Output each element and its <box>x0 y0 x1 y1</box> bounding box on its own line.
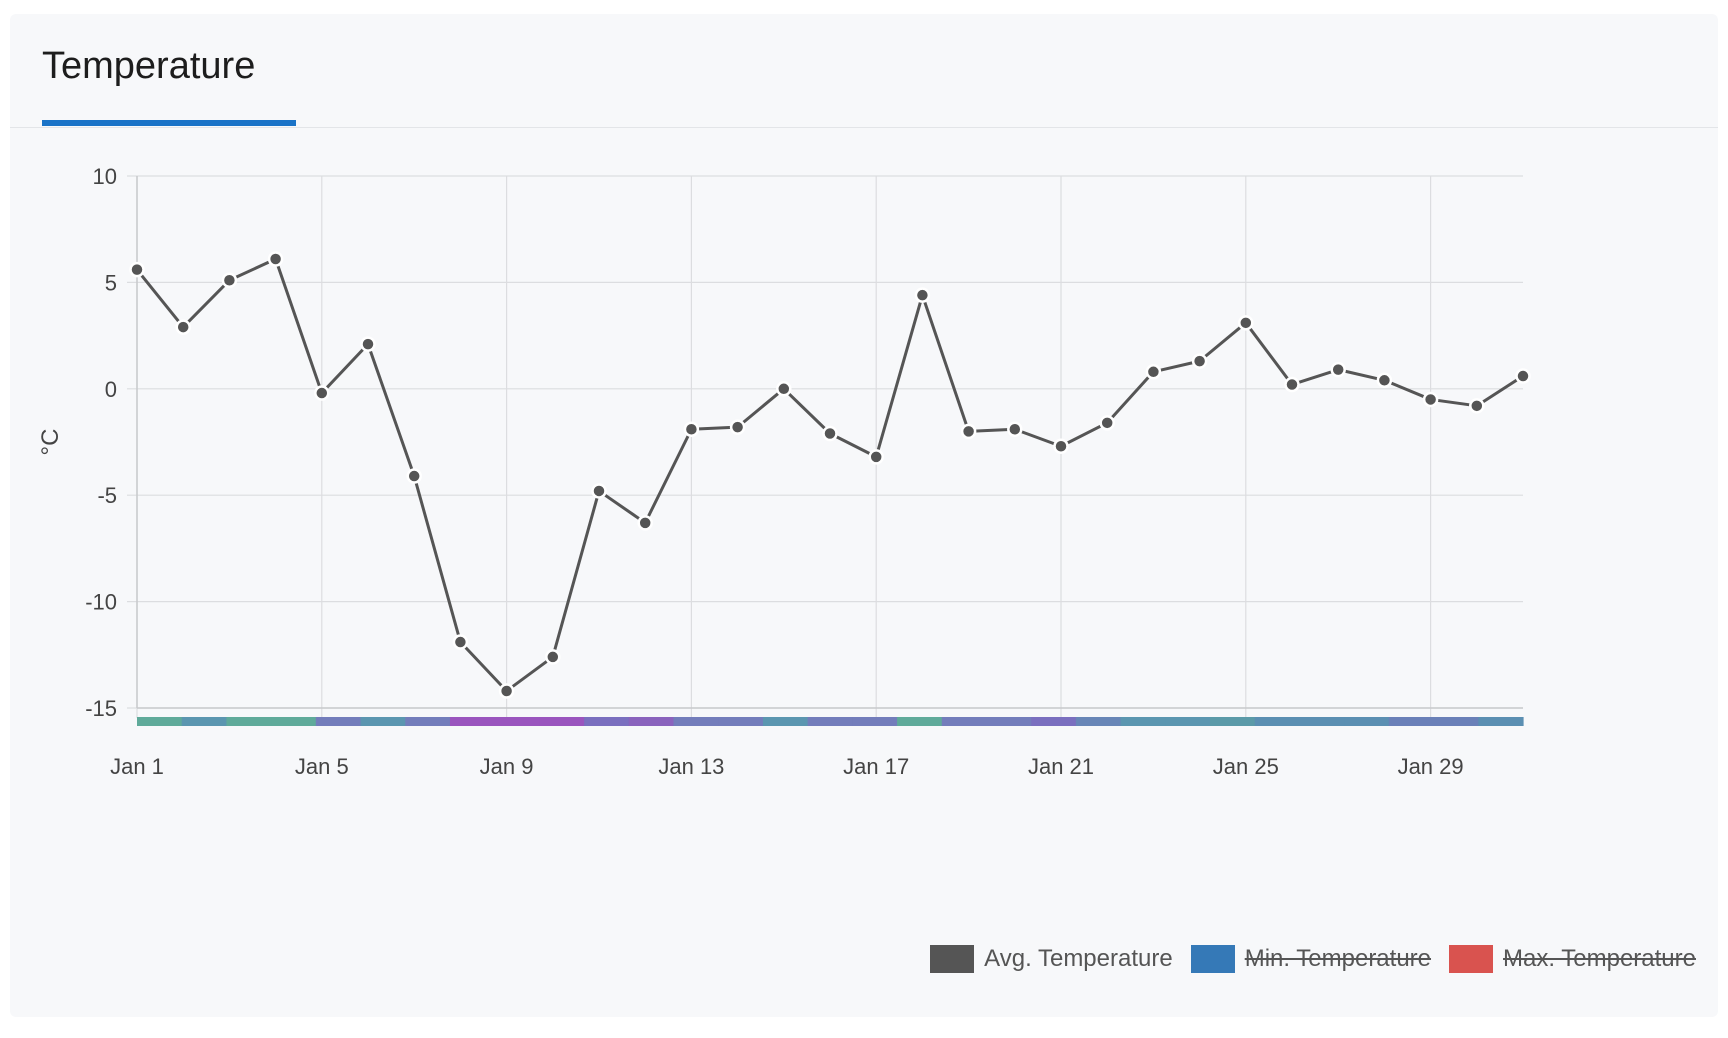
color-strip-segment <box>941 717 988 726</box>
color-strip-segment <box>360 717 406 726</box>
data-point <box>314 385 330 401</box>
color-strip-segment <box>1165 717 1211 726</box>
color-strip-segment <box>718 717 764 726</box>
data-point <box>591 483 607 499</box>
x-tick-label: Jan 5 <box>295 754 349 779</box>
color-strip-segment <box>1433 717 1479 726</box>
color-strip-segment <box>1388 717 1435 726</box>
color-strip-segment <box>1299 717 1345 726</box>
data-point <box>914 287 931 303</box>
legend: Avg. Temperature Min. Temperature Max. Tem… <box>912 939 1696 979</box>
data-point <box>1422 391 1439 408</box>
data-point <box>452 634 469 650</box>
x-tick-label: Jan 9 <box>480 754 534 779</box>
tab-bar: Temperature <box>10 14 1718 128</box>
color-strip-segment <box>628 717 675 726</box>
data-point <box>221 272 238 289</box>
y-tick-label: -5 <box>97 483 117 508</box>
x-tick-label: Jan 1 <box>110 754 164 779</box>
y-axis-label: °C <box>37 429 64 456</box>
legend-swatch <box>930 945 975 973</box>
color-strip-segment <box>1478 717 1524 726</box>
y-tick-label: 10 <box>93 164 117 189</box>
data-point <box>1191 353 1208 369</box>
data-point <box>1238 315 1254 331</box>
x-tick-label: Jan 17 <box>843 754 909 779</box>
color-strip-segment <box>181 717 228 726</box>
color-strip-segment <box>405 717 451 726</box>
color-strip-segment <box>897 717 943 726</box>
data-point <box>1376 372 1393 389</box>
legend-label: Min. Temperature <box>1244 945 1432 972</box>
color-strip-segment <box>1344 717 1390 726</box>
color-strip-segment <box>762 717 809 726</box>
color-strip-segment <box>1210 717 1256 726</box>
tab-label: Temperature <box>42 45 256 87</box>
color-strip-segment <box>137 717 183 726</box>
y-tick-label: -15 <box>85 696 117 721</box>
series-line <box>135 257 1524 693</box>
color-strip-segment <box>1075 717 1122 726</box>
data-point <box>1145 364 1162 380</box>
color-strip-segment <box>807 717 853 726</box>
data-point <box>406 468 422 484</box>
data-point <box>1515 368 1531 384</box>
color-strip-segment <box>226 717 272 726</box>
data-point <box>1330 361 1346 378</box>
data-point <box>545 649 561 665</box>
color-strip-segment <box>584 717 630 726</box>
y-tick-label: 0 <box>105 377 117 402</box>
x-tick-label: Jan 25 <box>1213 754 1279 779</box>
color-strip-segment <box>539 717 585 726</box>
y-axis-ticks: 10 5 0 -5 -10 -15 <box>85 164 117 721</box>
legend-label: Avg. Temperature <box>984 945 1173 972</box>
data-point <box>129 261 145 278</box>
color-strip-segment <box>315 717 362 726</box>
data-point <box>1007 421 1023 437</box>
data-point <box>776 381 792 397</box>
color-strip-segment <box>271 717 317 726</box>
data-point <box>267 251 284 267</box>
legend-swatch <box>1190 945 1235 973</box>
temperature-color-strip <box>137 717 1524 726</box>
data-point <box>729 419 746 435</box>
data-point <box>1284 376 1300 393</box>
color-strip-segment <box>673 717 719 726</box>
x-tick-label: Jan 29 <box>1398 754 1464 779</box>
x-tick-label: Jan 13 <box>658 754 724 779</box>
data-point <box>1469 398 1485 414</box>
data-point <box>175 319 191 335</box>
temperature-chart: 10 5 0 -5 -10 -15 Jan 1 Jan 5 Jan 9 Jan 13 Jan 17… <box>37 164 1531 779</box>
data-point <box>360 336 376 352</box>
data-point <box>683 421 700 437</box>
data-point <box>1053 438 1069 455</box>
x-tick-label: Jan 21 <box>1028 754 1094 779</box>
active-tab-indicator <box>42 120 296 126</box>
color-strip-segment <box>1031 717 1077 726</box>
legend-item[interactable]: Min. Temperature <box>1190 945 1432 973</box>
data-point <box>1099 415 1115 431</box>
color-strip-segment <box>1254 717 1301 726</box>
data-point <box>498 683 515 699</box>
data-point <box>637 515 653 531</box>
y-tick-label: 5 <box>105 270 117 295</box>
legend-item[interactable]: Avg. Temperature <box>930 945 1173 973</box>
temperature-card: Temperature 10 5 0 -5 -10 -15 Jan 1 Jan 5 Jan 9… <box>10 14 1718 1017</box>
data-point <box>960 423 977 440</box>
legend-swatch <box>1449 945 1494 973</box>
color-strip-segment <box>1120 717 1166 726</box>
legend-label: Max. Temperature <box>1503 945 1696 972</box>
color-strip-segment <box>986 717 1032 726</box>
legend-item[interactable]: Max. Temperature <box>1449 945 1696 973</box>
y-tick-label: -10 <box>85 590 117 615</box>
grid-lines <box>127 175 1523 718</box>
color-strip-segment <box>852 717 898 726</box>
color-strip-segment <box>449 717 496 726</box>
series-avg-temperature <box>129 251 1531 699</box>
data-point <box>822 425 838 442</box>
color-strip-segment <box>494 717 540 726</box>
x-axis-ticks: Jan 1 Jan 5 Jan 9 Jan 13 Jan 17 Jan 21 Jan 25 J… <box>110 754 1464 779</box>
data-point <box>868 449 884 465</box>
